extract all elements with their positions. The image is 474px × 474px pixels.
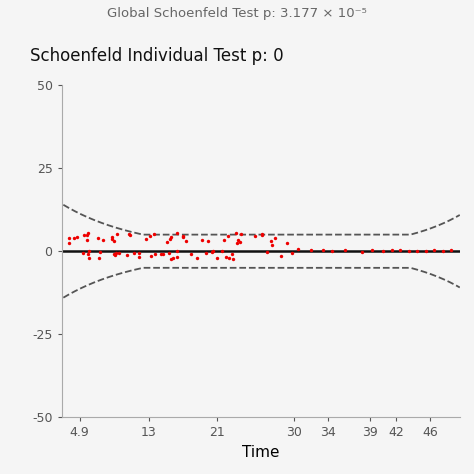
Point (173, 253, 181, 261)
Point (85, 247, 92, 255)
Point (388, 246, 395, 254)
Point (430, 246, 438, 254)
Point (113, 230, 120, 237)
Point (143, 235, 150, 242)
Point (180, 233, 187, 240)
Point (263, 248, 271, 256)
Point (83, 231, 91, 238)
Point (167, 233, 174, 240)
X-axis label: Time: Time (242, 445, 280, 460)
Point (258, 231, 265, 238)
Point (194, 254, 201, 262)
Point (108, 236, 116, 243)
Point (115, 249, 123, 256)
Point (277, 253, 284, 260)
Point (135, 249, 143, 257)
Point (228, 250, 236, 258)
Point (213, 254, 220, 262)
Point (328, 247, 336, 255)
Point (111, 251, 118, 259)
Point (65, 239, 73, 246)
Point (233, 229, 240, 237)
Point (234, 239, 241, 246)
Point (236, 238, 244, 246)
Point (173, 229, 181, 237)
Text: Schoenfeld Individual Test p: 0: Schoenfeld Individual Test p: 0 (30, 47, 283, 65)
Point (173, 247, 181, 255)
Point (169, 254, 177, 261)
Point (267, 237, 275, 245)
Point (80, 231, 88, 239)
Point (125, 230, 132, 237)
Point (268, 241, 276, 248)
Point (218, 247, 226, 255)
Point (97, 248, 104, 255)
Point (79, 249, 87, 256)
Point (147, 252, 155, 260)
Point (209, 247, 217, 255)
Point (94, 235, 101, 242)
Point (84, 229, 91, 237)
Point (84, 250, 92, 258)
Point (84, 237, 91, 244)
Point (126, 231, 134, 238)
Point (65, 234, 73, 241)
Point (85, 255, 93, 262)
Point (151, 250, 158, 258)
Point (73, 233, 81, 240)
Point (396, 246, 404, 254)
Point (208, 248, 216, 256)
Point (294, 245, 301, 252)
Point (258, 230, 265, 237)
Point (110, 237, 118, 245)
Point (319, 246, 327, 254)
Point (157, 250, 164, 258)
Point (204, 237, 212, 245)
Point (222, 254, 230, 261)
Point (99, 237, 106, 244)
Point (146, 232, 154, 239)
Point (113, 249, 120, 256)
Point (422, 247, 429, 255)
Point (341, 246, 348, 254)
Point (179, 232, 187, 240)
Point (226, 255, 233, 262)
Point (237, 230, 244, 238)
Point (108, 234, 116, 241)
Text: Global Schoenfeld Test p: 3.177 × 10⁻⁵: Global Schoenfeld Test p: 3.177 × 10⁻⁵ (107, 7, 367, 20)
Point (159, 250, 166, 258)
Point (167, 255, 175, 263)
Point (202, 250, 210, 257)
Point (283, 239, 291, 247)
Point (165, 249, 173, 257)
Point (124, 251, 131, 258)
Point (182, 237, 190, 245)
Point (447, 246, 455, 254)
Point (358, 248, 365, 255)
Point (220, 236, 228, 244)
Point (110, 250, 118, 257)
Point (307, 246, 314, 254)
Point (130, 249, 138, 257)
Point (234, 236, 242, 244)
Point (135, 254, 143, 261)
Point (164, 238, 171, 246)
Point (271, 235, 278, 242)
Point (252, 232, 259, 240)
Point (225, 232, 232, 239)
Point (439, 247, 447, 255)
Point (187, 250, 194, 257)
Point (379, 247, 387, 255)
Point (166, 235, 173, 243)
Point (229, 255, 237, 263)
Point (405, 247, 412, 255)
Point (199, 236, 206, 244)
Point (70, 234, 78, 241)
Point (150, 231, 157, 238)
Point (368, 246, 376, 254)
Point (95, 254, 102, 262)
Point (413, 247, 421, 255)
Point (288, 249, 296, 257)
